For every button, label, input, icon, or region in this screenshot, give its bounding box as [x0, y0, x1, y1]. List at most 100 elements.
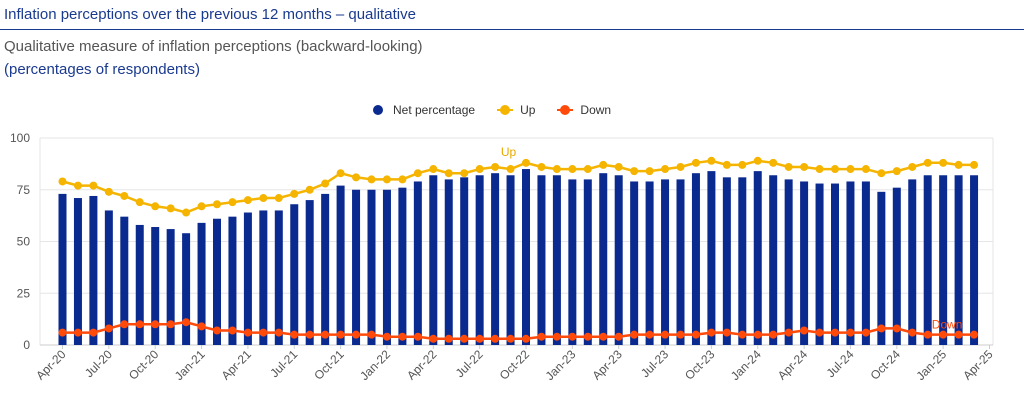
down-point	[800, 326, 809, 335]
down-point	[182, 318, 191, 327]
down-point	[290, 330, 299, 339]
up-point	[676, 162, 685, 171]
legend-label-down: Down	[580, 103, 612, 117]
legend-label-net-percentage: Net percentage	[393, 103, 476, 117]
down-point	[398, 332, 407, 341]
up-point	[135, 198, 144, 207]
bar-net-percentage	[861, 181, 870, 345]
up-point	[661, 165, 670, 174]
up-point	[552, 165, 561, 174]
up-point	[120, 191, 129, 200]
x-tick-label: Apr-21	[219, 347, 255, 383]
up-point	[970, 160, 979, 169]
x-tick-label: Jan-24	[728, 347, 764, 383]
bar-net-percentage	[506, 175, 515, 345]
down-point	[305, 330, 314, 339]
bar-net-percentage	[73, 198, 82, 345]
legend-item-down[interactable]: Down	[557, 103, 611, 117]
up-point	[274, 194, 283, 203]
legend-item-up[interactable]: Up	[497, 103, 535, 117]
down-point	[213, 326, 221, 335]
down-point	[923, 330, 932, 339]
up-point	[104, 187, 113, 196]
x-tick-label: Jan-25	[913, 347, 949, 383]
up-point	[568, 165, 577, 174]
x-tick-label: Jul-21	[267, 347, 300, 380]
down-point	[614, 332, 623, 341]
x-tick-label: Apr-25	[960, 347, 996, 383]
bar-net-percentage	[908, 179, 917, 345]
down-point	[135, 320, 144, 329]
x-tick-label: Oct-20	[126, 347, 162, 383]
bar-net-percentage	[753, 171, 762, 345]
bar-net-percentage	[645, 181, 654, 345]
up-point	[630, 167, 639, 176]
x-tick-label: Jul-20	[82, 347, 115, 380]
up-point	[243, 196, 252, 205]
down-point	[645, 330, 654, 339]
bar-net-percentage	[197, 222, 206, 345]
up-point	[305, 185, 314, 194]
down-point	[552, 332, 561, 341]
bar-net-percentage	[151, 227, 160, 345]
down-point	[630, 330, 639, 339]
x-tick-label: Apr-24	[775, 347, 811, 383]
down-point	[243, 328, 252, 337]
x-tick-label: Jul-23	[638, 347, 671, 380]
x-tick-label: Jan-22	[357, 347, 393, 383]
up-point	[259, 194, 268, 203]
down-point	[831, 328, 839, 337]
up-point	[954, 160, 963, 169]
down-point	[738, 330, 747, 339]
up-point	[213, 200, 221, 209]
y-tick-label: 75	[17, 183, 31, 197]
legend-item-net-percentage[interactable]: Net percentage	[370, 103, 475, 117]
legend-marker-up	[497, 104, 514, 116]
down-point	[321, 330, 330, 339]
down-point	[259, 328, 268, 337]
up-point	[382, 175, 391, 184]
y-tick-label: 50	[17, 235, 31, 249]
bar-net-percentage	[815, 183, 824, 345]
down-point	[352, 330, 361, 339]
x-tick-label: Oct-22	[497, 347, 533, 383]
bar-net-percentage	[707, 171, 716, 345]
bar-net-percentage	[274, 210, 283, 345]
down-point	[491, 334, 500, 343]
x-tick-label: Oct-21	[311, 347, 347, 383]
bar-net-percentage	[352, 189, 361, 345]
down-point	[815, 328, 824, 337]
down-point	[151, 320, 160, 329]
up-point	[707, 156, 716, 165]
bar-net-percentage	[382, 189, 391, 345]
down-point	[413, 332, 422, 341]
up-point	[522, 158, 530, 167]
chart-legend: Net percentage Up Down	[370, 103, 633, 117]
down-point	[166, 320, 175, 329]
bar-net-percentage	[923, 175, 932, 345]
x-tick-label: Apr-23	[589, 347, 625, 383]
down-point	[707, 328, 716, 337]
bar-net-percentage	[444, 179, 453, 345]
bar-net-percentage	[58, 193, 67, 345]
annotation-up: Up	[501, 145, 517, 159]
x-tick-label: Apr-20	[33, 347, 69, 383]
up-point	[908, 162, 917, 171]
x-tick-label: Jul-24	[824, 347, 857, 380]
annotation-down: Down	[932, 318, 963, 332]
chart-header-title: Inflation perceptions over the previous …	[4, 6, 416, 23]
bar-net-percentage	[460, 177, 469, 345]
bar-net-percentage	[800, 181, 809, 345]
up-point	[73, 181, 82, 190]
down-point	[908, 328, 917, 337]
down-point	[197, 322, 206, 331]
bar-net-percentage	[336, 185, 345, 345]
up-point	[367, 175, 376, 184]
bar-net-percentage	[182, 233, 191, 345]
bar-net-percentage	[722, 177, 731, 345]
down-point	[661, 330, 670, 339]
up-point	[691, 158, 700, 167]
down-point	[722, 328, 731, 337]
down-point	[73, 328, 82, 337]
down-point	[522, 334, 530, 343]
